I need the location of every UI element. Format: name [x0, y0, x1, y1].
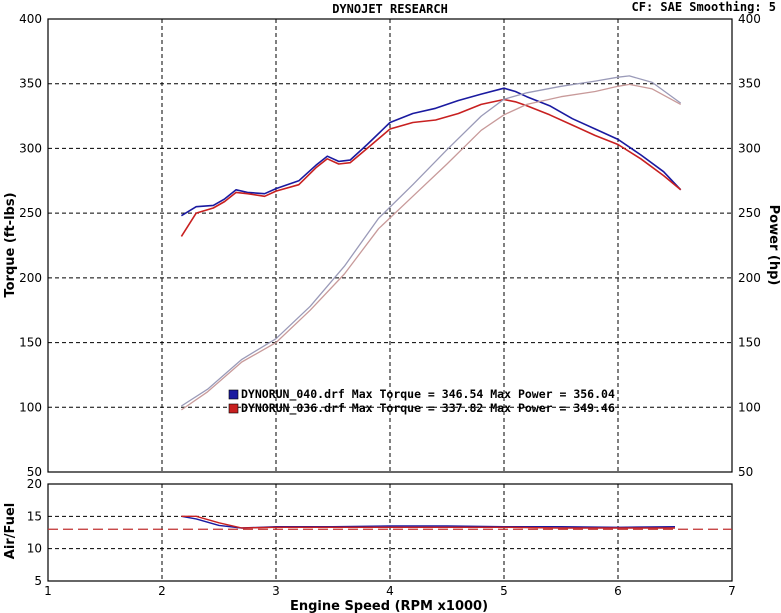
torque-tick-label: 400: [19, 12, 42, 26]
afr-axis-label: Air/Fuel: [3, 503, 18, 559]
legend: DYNORUN_040.drf Max Torque = 346.54 Max …: [228, 387, 615, 416]
power-tick-label: 200: [738, 271, 761, 285]
rpm-tick-label: 4: [386, 584, 394, 598]
power-tick-label: 350: [738, 77, 761, 91]
afr-tick-label: 10: [27, 542, 42, 556]
torque-tick-label: 150: [19, 336, 42, 350]
torque-tick-label: 300: [19, 141, 42, 155]
legend-swatch-run-040: [228, 389, 239, 400]
series-afr-dynorun-036-drf: [181, 515, 675, 529]
power-axis-label: Power (hp): [766, 205, 781, 286]
torque-tick-label: 100: [19, 400, 42, 414]
power-tick-label: 250: [738, 206, 761, 220]
rpm-axis-label: Engine Speed (RPM x1000): [290, 599, 488, 613]
rpm-tick-label: 1: [44, 584, 52, 598]
afr-tick-label: 20: [27, 477, 42, 491]
power-tick-label: 100: [738, 400, 761, 414]
torque-tick-label: 200: [19, 271, 42, 285]
legend-entry-run-040: DYNORUN_040.drf Max Torque = 346.54 Max …: [241, 387, 615, 402]
rpm-tick-label: 6: [614, 584, 622, 598]
torque-tick-label: 350: [19, 77, 42, 91]
rpm-tick-label: 7: [728, 584, 736, 598]
series-power-dynorun-040-drf: [181, 75, 682, 407]
chart-title: DYNOJET RESEARCH: [332, 2, 448, 16]
torque-tick-label: 50: [27, 465, 42, 479]
series-torque-dynorun-040-drf: [180, 87, 682, 217]
chart-settings: CF: SAE Smoothing: 5: [632, 0, 777, 14]
legend-swatch-run-036: [228, 403, 239, 414]
series-power-dynorun-036-drf: [181, 83, 682, 411]
torque-axis-label: Torque (ft-lbs): [3, 192, 18, 297]
afr-tick-label: 5: [34, 574, 42, 588]
power-tick-label: 300: [738, 141, 761, 155]
power-tick-label: 150: [738, 336, 761, 350]
torque-power-panel: 400 400 350 350 300 300 250 250 200 200 150 150 100 1…: [19, 12, 761, 479]
series-afr-dynorun-040-drf: [181, 515, 676, 529]
afr-tick-label: 15: [27, 509, 42, 523]
power-tick-label: 50: [738, 465, 753, 479]
rpm-tick-label: 5: [500, 584, 508, 598]
series-torque-dynorun-036-drf: [180, 98, 682, 237]
legend-entry-run-036: DYNORUN_036.drf Max Torque = 337.82 Max …: [241, 401, 615, 416]
torque-tick-label: 250: [19, 206, 42, 220]
power-tick-label: 400: [738, 12, 761, 26]
air-fuel-panel: 1 2 3 4 5 6 7 20 15 10 5: [27, 477, 736, 598]
rpm-tick-label: 3: [272, 584, 280, 598]
rpm-tick-label: 2: [158, 584, 166, 598]
